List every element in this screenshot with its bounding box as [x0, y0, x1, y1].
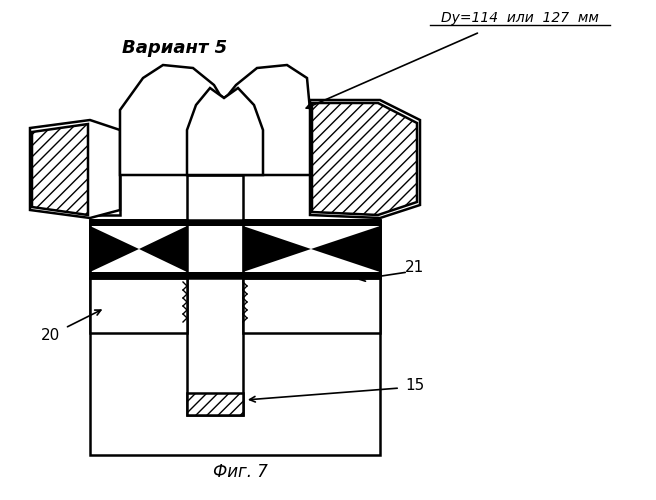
- Bar: [243, 226, 380, 272]
- Polygon shape: [243, 226, 380, 249]
- Text: Вариант 5: Вариант 5: [123, 39, 228, 57]
- Text: 21: 21: [405, 260, 424, 276]
- Polygon shape: [90, 249, 187, 272]
- Polygon shape: [90, 135, 120, 215]
- Text: 20: 20: [41, 328, 60, 342]
- Polygon shape: [340, 222, 380, 276]
- Polygon shape: [90, 222, 187, 276]
- Text: Dy=114  или  127  мм: Dy=114 или 127 мм: [441, 11, 599, 25]
- Bar: [90, 220, 380, 278]
- Polygon shape: [32, 124, 88, 215]
- Bar: [187, 175, 243, 415]
- Polygon shape: [243, 249, 380, 272]
- Polygon shape: [120, 65, 310, 175]
- Polygon shape: [30, 120, 120, 218]
- Bar: [243, 278, 380, 333]
- Polygon shape: [90, 226, 187, 272]
- Polygon shape: [90, 226, 187, 249]
- Bar: [243, 220, 380, 278]
- Bar: [90, 220, 187, 278]
- Polygon shape: [312, 103, 417, 215]
- Text: Фиг. 7: Фиг. 7: [213, 463, 268, 481]
- Text: 15: 15: [405, 378, 424, 392]
- Bar: [90, 226, 187, 272]
- Bar: [90, 272, 380, 278]
- Bar: [90, 278, 187, 333]
- Bar: [90, 220, 380, 226]
- Bar: [187, 393, 243, 415]
- Polygon shape: [187, 88, 263, 175]
- Polygon shape: [243, 222, 340, 276]
- Polygon shape: [310, 100, 420, 218]
- Bar: [90, 220, 380, 455]
